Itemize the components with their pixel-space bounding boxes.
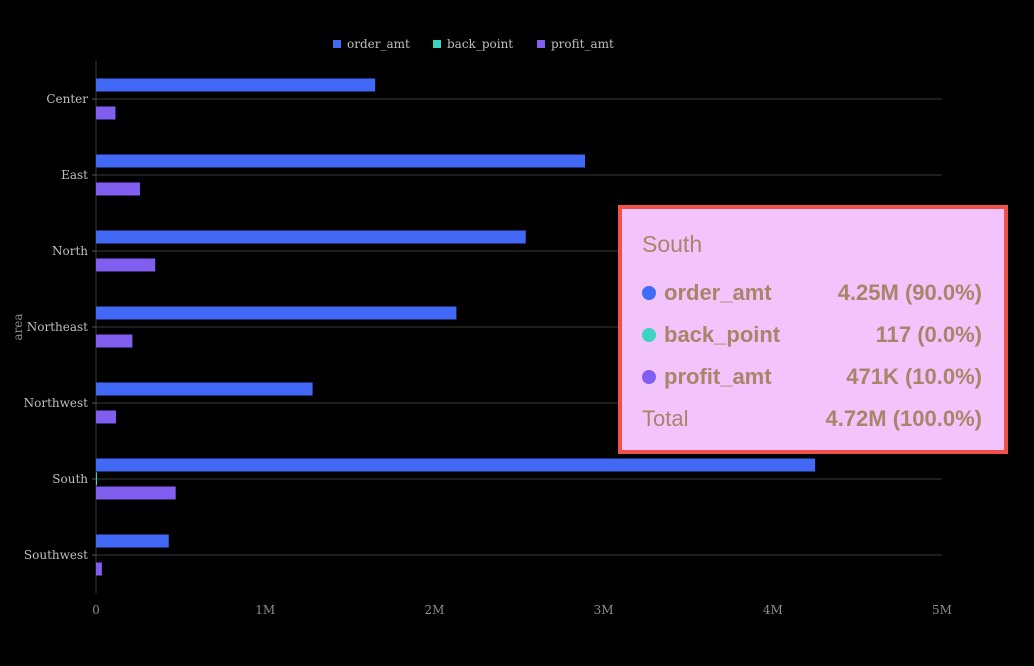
legend-swatch-order_amt <box>333 40 341 48</box>
y-axis-title: area <box>11 313 25 340</box>
x-tick-label: 0 <box>92 603 100 617</box>
chart-tooltip: South order_amt 4.25M (90.0%) back_point… <box>618 205 1008 454</box>
tooltip-series-name: back_point <box>664 322 781 347</box>
tooltip-total-value: 4.72M (100.0%) <box>825 406 982 431</box>
tooltip-series-value: 4.25M (90.0%) <box>837 280 982 305</box>
bar-profit_amt-east <box>96 182 140 196</box>
tooltip-series-name: order_amt <box>664 280 772 305</box>
bar-profit_amt-north <box>96 258 156 272</box>
bar-order_amt-east <box>96 154 585 168</box>
bar-order_amt-southwest <box>96 534 169 548</box>
bar-profit_amt-south <box>96 486 176 500</box>
bar-order_amt-center <box>96 78 376 92</box>
category-label: North <box>52 244 88 258</box>
bar-order_amt-northeast <box>96 306 457 320</box>
order-amt-dot-icon <box>642 286 656 300</box>
x-tick-label: 4M <box>763 603 783 617</box>
category-label: East <box>61 168 88 182</box>
bar-profit_amt-center <box>96 106 116 120</box>
tooltip-series-value: 117 (0.0%) <box>875 322 982 347</box>
x-tick-label: 1M <box>255 603 275 617</box>
x-tick-label: 5M <box>932 603 952 617</box>
bar-back_point-south <box>96 472 97 486</box>
tooltip-total-label: Total <box>642 406 689 431</box>
legend-swatch-back_point <box>433 40 441 48</box>
tooltip-row-total: Total 4.72M (100.0%) <box>642 398 982 440</box>
category-label: Northeast <box>27 320 88 334</box>
bar-profit_amt-northeast <box>96 334 133 348</box>
legend-label-order_amt: order_amt <box>347 37 410 51</box>
tooltip-series-name: profit_amt <box>664 364 772 389</box>
category-label: Center <box>46 92 88 106</box>
legend-label-back_point: back_point <box>447 37 513 51</box>
tooltip-row-profit-amt: profit_amt 471K (10.0%) <box>642 356 982 398</box>
category-label: Northwest <box>24 396 89 410</box>
tooltip-row-order-amt: order_amt 4.25M (90.0%) <box>642 272 982 314</box>
bar-profit_amt-northwest <box>96 410 116 424</box>
legend-swatch-profit_amt <box>537 40 545 48</box>
bar-order_amt-south <box>96 458 816 472</box>
bar-profit_amt-southwest <box>96 562 102 576</box>
tooltip-series-value: 471K (10.0%) <box>846 364 982 389</box>
tooltip-title: South <box>642 231 703 257</box>
category-label: South <box>52 472 88 486</box>
legend-label-profit_amt: profit_amt <box>551 37 614 51</box>
back-point-dot-icon <box>642 328 656 342</box>
x-tick-label: 3M <box>594 603 614 617</box>
tooltip-row-back-point: back_point 117 (0.0%) <box>642 314 982 356</box>
category-label: Southwest <box>24 548 88 562</box>
profit-amt-dot-icon <box>642 370 656 384</box>
bar-order_amt-north <box>96 230 526 244</box>
x-tick-label: 2M <box>424 603 444 617</box>
bar-order_amt-northwest <box>96 382 313 396</box>
